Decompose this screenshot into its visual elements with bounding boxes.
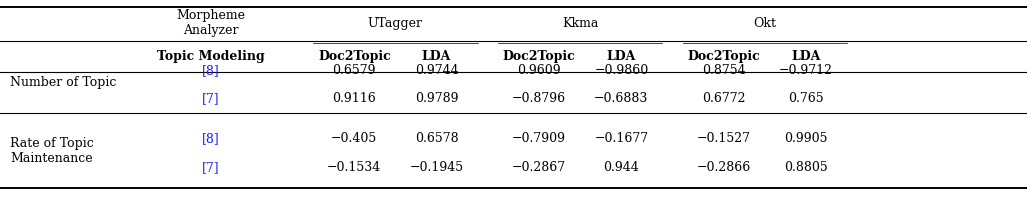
Text: [8]: [8]: [201, 132, 220, 145]
Text: 0.8754: 0.8754: [702, 64, 746, 77]
Text: −0.1677: −0.1677: [595, 132, 648, 145]
Text: 0.944: 0.944: [604, 161, 639, 174]
Text: Topic Modeling: Topic Modeling: [157, 50, 264, 63]
Text: 0.6578: 0.6578: [415, 132, 458, 145]
Text: [7]: [7]: [201, 161, 220, 174]
Text: Kkma: Kkma: [562, 17, 599, 30]
Text: 0.9609: 0.9609: [518, 64, 561, 77]
Text: −0.8796: −0.8796: [512, 92, 566, 105]
Text: LDA: LDA: [422, 50, 451, 63]
Text: Doc2Topic: Doc2Topic: [688, 50, 760, 63]
Text: [8]: [8]: [201, 64, 220, 77]
Text: 0.6579: 0.6579: [333, 64, 376, 77]
Text: 0.9789: 0.9789: [415, 92, 458, 105]
Text: UTagger: UTagger: [368, 17, 423, 30]
Text: LDA: LDA: [792, 50, 821, 63]
Text: −0.1527: −0.1527: [697, 132, 751, 145]
Text: [7]: [7]: [201, 92, 220, 105]
Text: Doc2Topic: Doc2Topic: [503, 50, 575, 63]
Text: Rate of Topic
Maintenance: Rate of Topic Maintenance: [10, 137, 94, 165]
Text: −0.9860: −0.9860: [595, 64, 648, 77]
Text: −0.1945: −0.1945: [410, 161, 463, 174]
Text: LDA: LDA: [607, 50, 636, 63]
Text: 0.765: 0.765: [789, 92, 824, 105]
Text: Number of Topic: Number of Topic: [10, 76, 117, 89]
Text: −0.2866: −0.2866: [697, 161, 751, 174]
Text: Morpheme
Analyzer: Morpheme Analyzer: [176, 9, 245, 38]
Text: 0.9116: 0.9116: [333, 92, 376, 105]
Text: 0.9905: 0.9905: [785, 132, 828, 145]
Text: −0.9712: −0.9712: [779, 64, 833, 77]
Text: −0.6883: −0.6883: [595, 92, 648, 105]
Text: −0.7909: −0.7909: [512, 132, 566, 145]
Text: Doc2Topic: Doc2Topic: [318, 50, 390, 63]
Text: 0.8805: 0.8805: [785, 161, 828, 174]
Text: 0.9744: 0.9744: [415, 64, 458, 77]
Text: 0.6772: 0.6772: [702, 92, 746, 105]
Text: −0.405: −0.405: [331, 132, 378, 145]
Text: Okt: Okt: [754, 17, 776, 30]
Text: −0.2867: −0.2867: [512, 161, 566, 174]
Text: −0.1534: −0.1534: [328, 161, 381, 174]
